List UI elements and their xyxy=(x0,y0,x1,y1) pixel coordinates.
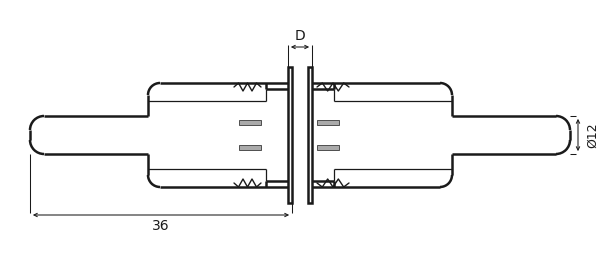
Text: Ø12: Ø12 xyxy=(586,122,599,148)
Bar xyxy=(317,145,339,150)
Bar xyxy=(308,67,312,203)
Bar xyxy=(317,120,339,125)
Bar xyxy=(288,67,292,203)
Text: D: D xyxy=(295,29,305,43)
Bar xyxy=(239,145,261,150)
Bar xyxy=(239,120,261,125)
Text: 36: 36 xyxy=(152,219,170,233)
